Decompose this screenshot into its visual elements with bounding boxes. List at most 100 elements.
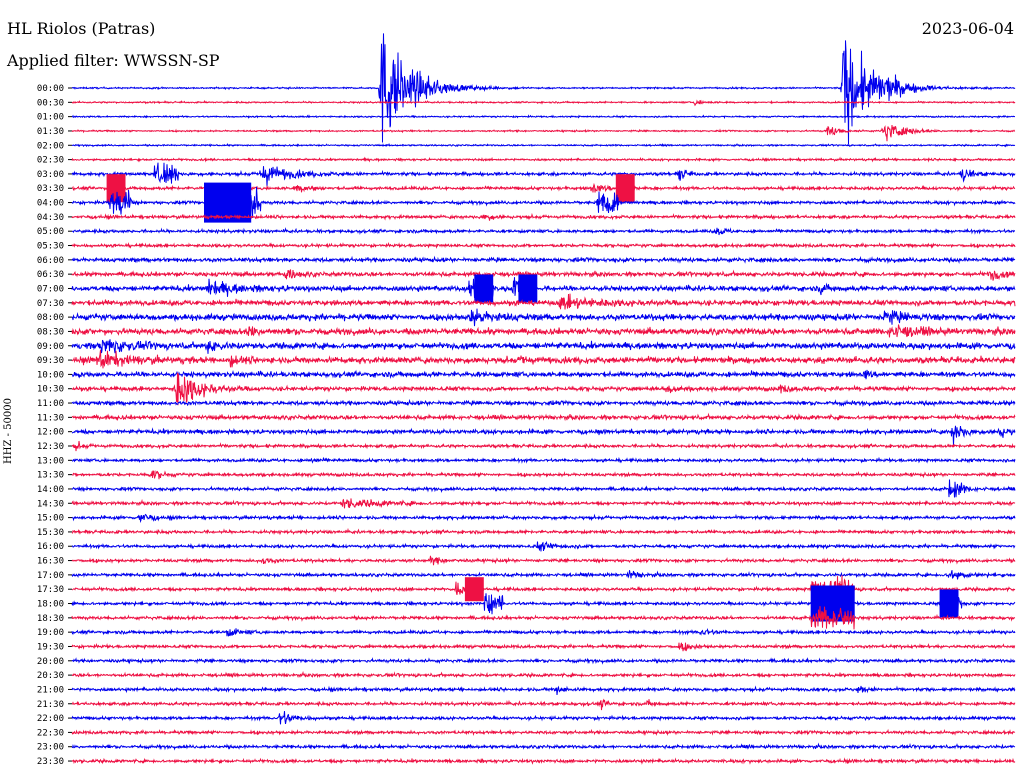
trace-line-0730 <box>71 293 1016 310</box>
trace-line-0930 <box>71 350 1016 369</box>
trace-line-0830 <box>71 324 1016 338</box>
trace-line-1300 <box>71 456 1016 464</box>
saturated-burst <box>106 174 126 203</box>
trace-line-1600 <box>71 540 1016 552</box>
time-tick-label: 14:30 <box>37 499 64 509</box>
time-tick-label: 03:00 <box>37 170 64 180</box>
time-tick-label: 23:30 <box>37 757 64 767</box>
trace-line-0430 <box>71 212 1016 221</box>
time-tick-label: 17:30 <box>37 585 64 595</box>
time-tick-label: 01:30 <box>37 127 64 137</box>
time-tick-label: 00:00 <box>37 84 64 94</box>
trace-line-1000 <box>71 369 1016 380</box>
time-tick-label: 02:30 <box>37 156 64 166</box>
time-tick-label: 03:30 <box>37 184 64 194</box>
trace-line-1830 <box>71 606 1016 630</box>
time-tick-label: 18:30 <box>37 614 64 624</box>
trace-line-1530 <box>71 527 1016 536</box>
time-tick-label: 05:30 <box>37 242 64 252</box>
time-tick-label: 10:00 <box>37 370 64 380</box>
trace-line-2230 <box>71 728 1016 737</box>
time-tick-label: 11:30 <box>37 413 64 423</box>
trace-line-2330 <box>71 757 1016 765</box>
trace-line-1930 <box>71 642 1016 652</box>
trace-lines <box>71 33 1016 765</box>
saturated-burst <box>939 589 959 618</box>
time-tick-label: 16:00 <box>37 542 64 552</box>
trace-line-0230 <box>71 156 1016 163</box>
trace-line-0130 <box>71 125 1016 142</box>
time-tick-label: 06:30 <box>37 270 64 280</box>
time-tick-label: 19:30 <box>37 642 64 652</box>
time-tick-label: 20:30 <box>37 671 64 681</box>
time-tick-label: 21:00 <box>37 685 64 695</box>
time-tick-label: 13:00 <box>37 456 64 466</box>
trace-line-0600 <box>71 255 1016 264</box>
time-tick-label: 19:00 <box>37 628 64 638</box>
time-tick-label: 21:30 <box>37 700 64 710</box>
trace-line-1730 <box>71 575 1016 601</box>
trace-line-0630 <box>71 269 1016 281</box>
trace-line-0800 <box>71 308 1016 327</box>
time-tick-label: 07:30 <box>37 299 64 309</box>
trace-line-1630 <box>71 555 1016 566</box>
time-tick-label: 16:30 <box>37 557 64 567</box>
trace-line-1500 <box>71 513 1016 524</box>
trace-line-2000 <box>71 657 1016 665</box>
trace-line-2100 <box>71 685 1016 696</box>
saturated-burst <box>518 274 538 303</box>
time-tick-label: 22:30 <box>37 728 64 738</box>
time-tick-label: 09:30 <box>37 356 64 366</box>
time-tick-label: 15:00 <box>37 514 64 524</box>
time-tick-label: 09:00 <box>37 342 64 352</box>
time-tick-label: 00:30 <box>37 98 64 108</box>
trace-line-2200 <box>71 711 1016 725</box>
time-tick-label: 15:30 <box>37 528 64 538</box>
time-tick-label: 11:00 <box>37 399 64 409</box>
trace-line-1030 <box>71 372 1016 406</box>
time-tick-label: 02:00 <box>37 141 64 151</box>
trace-line-1200 <box>71 425 1016 446</box>
time-tick-label: 23:00 <box>37 743 64 753</box>
filter-label: Applied filter: WWSSN-SP <box>7 51 220 70</box>
trace-line-1430 <box>71 498 1016 509</box>
time-tick-label: 13:30 <box>37 471 64 481</box>
trace-line-1700 <box>71 570 1016 580</box>
trace-line-2300 <box>71 742 1016 751</box>
trace-line-1400 <box>71 479 1016 498</box>
trace-line-0200 <box>71 142 1016 148</box>
trace-line-0030 <box>71 99 1016 107</box>
time-tick-label: 04:30 <box>37 213 64 223</box>
trace-line-1330 <box>71 469 1016 480</box>
time-tick-label: 05:00 <box>37 227 64 237</box>
time-tick-label: 18:00 <box>37 600 64 610</box>
trace-line-0700 <box>71 277 1016 301</box>
trace-line-0000 <box>72 33 1016 145</box>
station-title: HL Riolos (Patras) <box>7 19 156 38</box>
time-tick-label: 14:00 <box>37 485 64 495</box>
trace-line-1230 <box>71 440 1016 452</box>
trace-line-0300 <box>71 162 1016 187</box>
time-tick-label: 04:00 <box>37 199 64 209</box>
time-tick-label: 10:30 <box>37 385 64 395</box>
trace-line-1130 <box>71 412 1016 422</box>
trace-line-1900 <box>71 627 1016 637</box>
trace-line-1100 <box>71 398 1016 408</box>
saturated-burst <box>474 274 494 303</box>
saturated-burst <box>464 577 484 602</box>
time-tick-label: 17:00 <box>37 571 64 581</box>
trace-line-2030 <box>71 670 1016 679</box>
trace-line-0900 <box>71 339 1016 354</box>
time-tick-label: 12:30 <box>37 442 64 452</box>
trace-line-0100 <box>72 114 1015 120</box>
time-tick-labels: 00:00 00:30 01:00 01:30 02:00 02:30 03:00 03:30… <box>37 84 72 767</box>
trace-line-1800 <box>71 592 1016 615</box>
time-tick-label: 12:00 <box>37 428 64 438</box>
time-tick-label: 07:00 <box>37 284 64 294</box>
time-tick-label: 08:30 <box>37 327 64 337</box>
time-tick-label: 22:00 <box>37 714 64 724</box>
trace-line-2130 <box>71 698 1016 711</box>
time-tick-label: 20:00 <box>37 657 64 667</box>
